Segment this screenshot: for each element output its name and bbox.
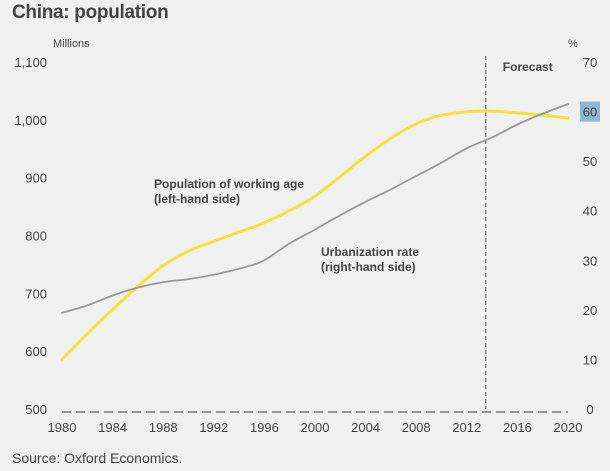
left-tick-label: 600	[25, 344, 47, 359]
series-layer	[60, 103, 570, 361]
urbanization-label: Urbanization rate	[321, 245, 419, 259]
x-axis-ticks: 1980 1984 1988 1992 1996 2000 2004 2008 2012 2016…	[48, 420, 583, 435]
right-tick-label: 0	[586, 402, 593, 417]
working-age-label: Population of working age	[154, 177, 304, 191]
forecast-label: Forecast	[503, 60, 553, 74]
x-tick-label: 1980	[48, 420, 77, 435]
x-tick-label: 1984	[98, 420, 127, 435]
right-tick-highlight	[580, 101, 600, 122]
source-note: Source: Oxford Economics.	[12, 450, 183, 466]
right-axis-label: %	[568, 38, 578, 50]
urbanization-sublabel: (right-hand side)	[321, 260, 416, 274]
working-age-series-line	[60, 109, 570, 361]
left-tick-label: 800	[25, 229, 47, 244]
x-tick-label: 2012	[452, 420, 481, 435]
chart-title: China: population	[12, 2, 169, 23]
x-tick-label: 2000	[301, 420, 330, 435]
x-tick-label: 2004	[351, 420, 380, 435]
left-axis-label: Millions	[53, 38, 90, 50]
x-tick-label: 2008	[402, 420, 431, 435]
working-age-sublabel: (left-hand side)	[154, 192, 240, 206]
x-tick-label: 2020	[554, 420, 583, 435]
x-tick-label: 1988	[149, 420, 178, 435]
left-tick-label: 900	[25, 171, 47, 186]
left-tick-label: 500	[25, 402, 47, 417]
left-tick-label: 1,000	[14, 113, 47, 128]
right-tick-label: 70	[583, 55, 597, 70]
left-axis-ticks: 500 600 700 800 900 1,000 1,100	[14, 55, 47, 417]
right-axis-ticks: 0 10 20 30 40 50 60 70	[580, 55, 600, 417]
right-tick-label: 50	[583, 154, 597, 169]
right-tick-label: 40	[583, 204, 597, 219]
right-tick-label: 60	[583, 105, 597, 120]
x-tick-label: 2016	[503, 420, 532, 435]
left-tick-label: 700	[25, 286, 47, 301]
right-tick-label: 20	[583, 303, 597, 318]
right-tick-label: 30	[583, 253, 597, 268]
urbanization-series-line	[61, 103, 569, 314]
x-tick-label: 1992	[199, 420, 228, 435]
x-tick-label: 1996	[250, 420, 279, 435]
right-tick-label: 10	[583, 352, 597, 367]
left-tick-label: 1,100	[14, 55, 47, 70]
